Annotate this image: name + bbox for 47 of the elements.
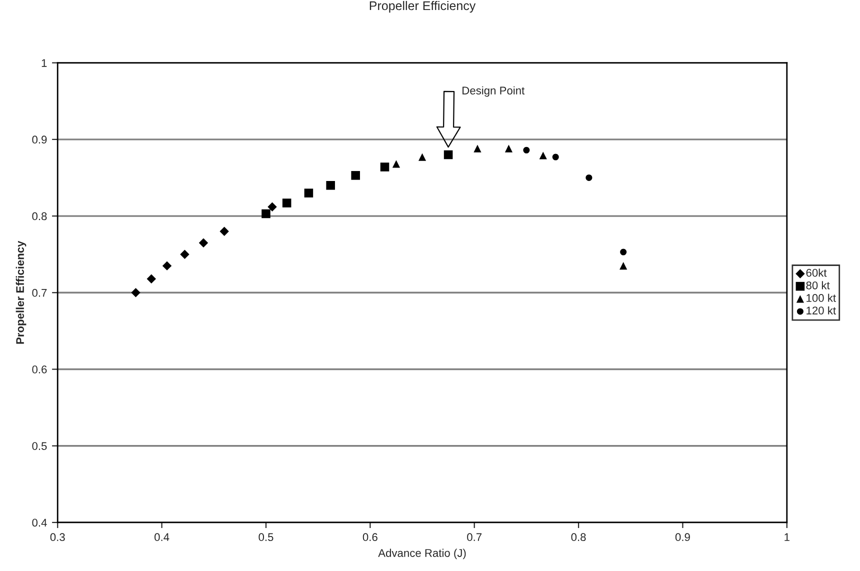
y-axis-title: Propeller Efficiency — [16, 240, 26, 344]
point — [131, 288, 140, 298]
legend-label: 120 kt — [806, 306, 836, 314]
point — [268, 202, 277, 212]
x-tick-label: 0.5 — [258, 533, 274, 542]
y-tick-label: 0.5 — [32, 442, 47, 450]
point — [180, 250, 190, 259]
point — [474, 144, 482, 152]
point — [282, 198, 292, 208]
point — [586, 174, 592, 181]
point — [351, 171, 360, 180]
point — [539, 152, 547, 160]
y-tick-label: 1 — [42, 59, 47, 67]
point — [304, 188, 314, 198]
y-tick-label: 0.9 — [32, 136, 47, 144]
x-tick-label: 1 — [784, 533, 790, 541]
x-tick-label: 0.8 — [571, 533, 586, 542]
point — [504, 144, 513, 152]
annotation: Design Point — [462, 86, 525, 97]
point — [326, 180, 335, 190]
point — [380, 162, 390, 172]
point — [392, 160, 400, 168]
point — [162, 261, 172, 270]
point — [620, 248, 627, 256]
legend-label: 80 kt — [806, 281, 830, 290]
point — [262, 209, 270, 218]
x-tick-label: 0.7 — [467, 533, 482, 542]
point — [220, 226, 229, 236]
chart-title: Propeller Efficiency — [370, 0, 476, 13]
x-tick-label: 0.9 — [675, 533, 690, 542]
x-tick-label: 0.3 — [50, 533, 65, 542]
point — [444, 150, 453, 160]
legend-label: 60kt — [806, 268, 827, 277]
x-tick-label: 0.4 — [154, 533, 170, 542]
point — [418, 153, 426, 161]
y-tick-label: 0.8 — [32, 212, 47, 220]
y-tick-label: 0.4 — [32, 518, 47, 527]
point — [146, 274, 156, 284]
point — [198, 238, 208, 248]
point — [523, 146, 530, 154]
point — [552, 154, 559, 160]
x-tick-label: 0.6 — [362, 533, 378, 542]
y-tick-label: 0.7 — [32, 288, 47, 297]
legend-label: 100 kt — [806, 294, 836, 302]
y-tick-label: 0.6 — [32, 366, 47, 374]
x-axis-title: Advance Ratio (J) — [378, 548, 466, 560]
point — [620, 262, 628, 270]
